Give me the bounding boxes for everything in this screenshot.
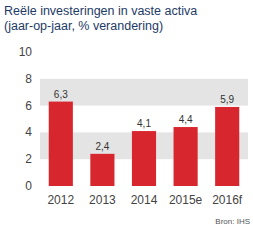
y-tick <box>37 132 40 133</box>
source: Bron: IHS <box>215 217 250 226</box>
bars <box>49 102 240 186</box>
y-tick-label: 8 <box>25 72 32 86</box>
y-tick-label: 4 <box>25 125 32 139</box>
data-label: 2,4 <box>95 141 109 152</box>
title: Reële investeringen in vaste activa(jaar… <box>4 4 197 33</box>
data-label: 5,9 <box>220 94 234 105</box>
y-tick-label: 6 <box>25 99 32 113</box>
bar <box>215 107 239 186</box>
data-label: 6,3 <box>54 89 68 100</box>
x-tick-label: 2012 <box>47 193 74 207</box>
y-tick <box>37 186 40 187</box>
x-tick-label: 2015e <box>169 193 203 207</box>
chart: Reële investeringen in vaste activa(jaar… <box>0 0 253 227</box>
data-label: 4,4 <box>179 114 193 125</box>
y-tick-label: 10 <box>19 45 33 59</box>
y-tick <box>37 159 40 160</box>
y-tick <box>37 52 40 53</box>
x-tick-label: 2013 <box>89 193 116 207</box>
bar <box>90 154 114 186</box>
x-tick-label: 2014 <box>131 193 158 207</box>
bar <box>174 127 198 186</box>
x-tick-label: 2016f <box>212 193 243 207</box>
y-tick-label: 2 <box>25 152 32 166</box>
y-tick <box>37 78 40 79</box>
bar <box>49 102 73 186</box>
y-tick-label: 0 <box>25 179 32 193</box>
data-label: 4,1 <box>137 118 151 129</box>
bar <box>132 131 156 186</box>
y-tick <box>37 105 40 106</box>
